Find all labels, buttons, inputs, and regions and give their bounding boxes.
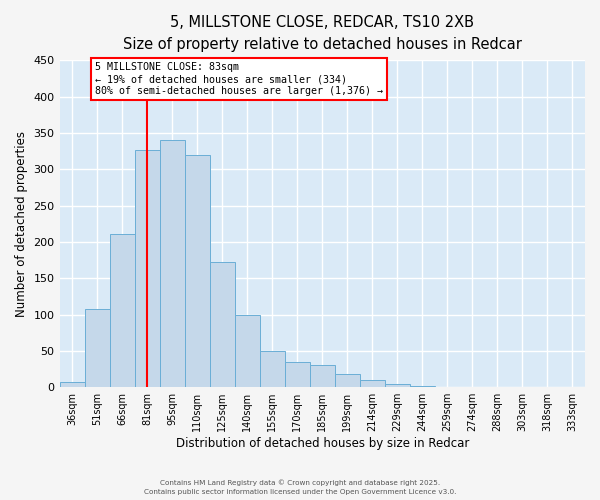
Text: 5 MILLSTONE CLOSE: 83sqm
← 19% of detached houses are smaller (334)
80% of semi-: 5 MILLSTONE CLOSE: 83sqm ← 19% of detach… — [95, 62, 383, 96]
Bar — [209, 262, 235, 387]
X-axis label: Distribution of detached houses by size in Redcar: Distribution of detached houses by size … — [176, 437, 469, 450]
Bar — [59, 382, 85, 387]
Bar — [285, 362, 310, 387]
Bar — [85, 310, 110, 387]
Bar — [110, 234, 134, 387]
Bar — [360, 380, 385, 387]
Y-axis label: Number of detached properties: Number of detached properties — [15, 131, 28, 317]
Bar — [185, 154, 209, 387]
Text: Contains HM Land Registry data © Crown copyright and database right 2025.
Contai: Contains HM Land Registry data © Crown c… — [144, 480, 456, 495]
Bar — [235, 316, 260, 387]
Bar — [385, 384, 410, 387]
Bar — [410, 386, 435, 387]
Bar — [310, 366, 335, 387]
Title: 5, MILLSTONE CLOSE, REDCAR, TS10 2XB
Size of property relative to detached house: 5, MILLSTONE CLOSE, REDCAR, TS10 2XB Siz… — [123, 15, 522, 52]
Bar — [160, 140, 185, 387]
Bar — [134, 150, 160, 387]
Bar — [335, 374, 360, 387]
Bar — [260, 351, 285, 387]
